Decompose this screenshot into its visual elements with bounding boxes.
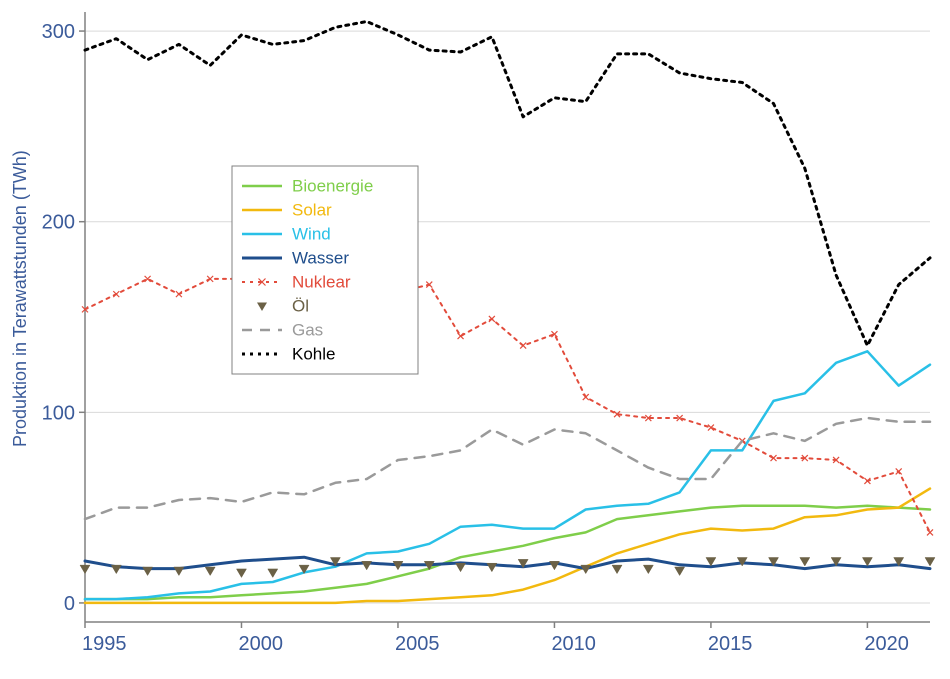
- x-tick-label: 2005: [395, 633, 440, 655]
- legend-label: Solar: [292, 200, 332, 219]
- y-axis-label: Produktion in Terawattstunden (TWh): [10, 150, 30, 447]
- y-tick-label: 100: [42, 402, 75, 424]
- x-tick-label: 1995: [82, 633, 127, 655]
- legend-label: Gas: [292, 320, 323, 339]
- legend-label: Nuklear: [292, 272, 351, 291]
- legend-label: Kohle: [292, 344, 335, 363]
- legend-label: Wasser: [292, 248, 349, 267]
- legend-label: Öl: [292, 296, 309, 315]
- chart-background: [0, 0, 950, 679]
- x-tick-label: 2000: [238, 633, 283, 655]
- y-tick-label: 300: [42, 21, 75, 43]
- y-tick-label: 200: [42, 212, 75, 234]
- legend-label: Wind: [292, 224, 331, 243]
- chart-svg: 0 100 200 300 1995 2000 2005 2010 2015 2020 Produk…: [0, 0, 950, 679]
- legend-box: [232, 166, 418, 374]
- x-tick-label: 2020: [864, 633, 909, 655]
- x-tick-label: 2015: [708, 633, 753, 655]
- x-tick-label: 2010: [551, 633, 596, 655]
- y-tick-label: 0: [64, 593, 75, 615]
- energy-production-chart: 0 100 200 300 1995 2000 2005 2010 2015 2020 Produk…: [0, 0, 950, 679]
- legend-label: Bioenergie: [292, 176, 373, 195]
